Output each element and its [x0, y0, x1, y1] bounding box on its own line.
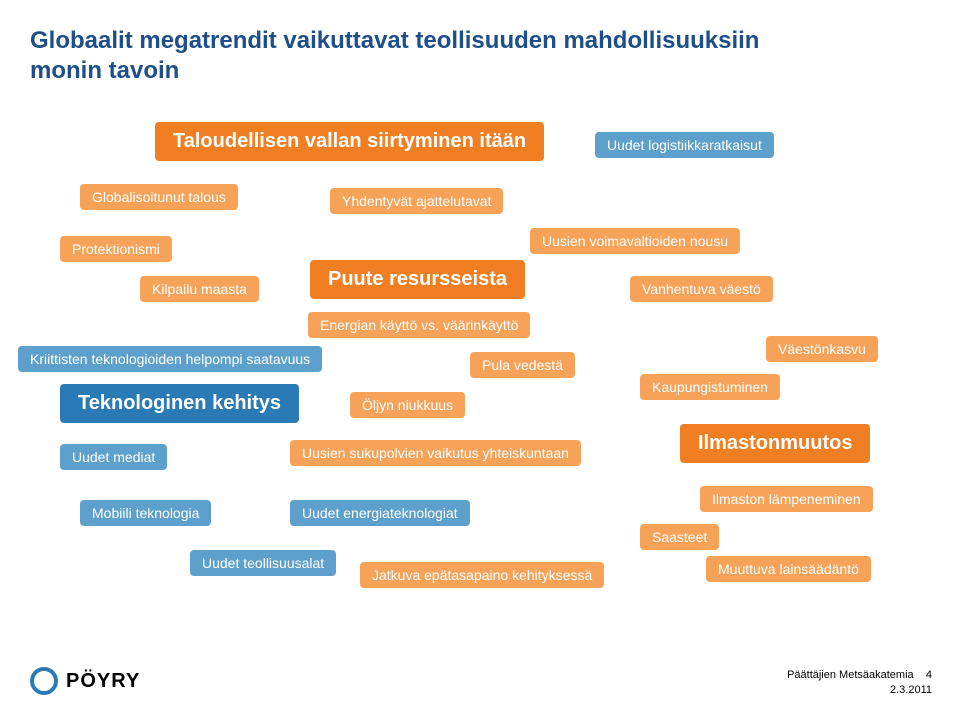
title-line2: monin tavoin [30, 57, 179, 84]
node-n16: Kaupungistuminen [640, 374, 780, 400]
footer-logo: PÖYRY [30, 667, 140, 695]
slide-title: Globaalit megatrendit vaikuttavat teolli… [30, 26, 759, 86]
node-n21: Uudet energiateknologiat [290, 500, 470, 526]
footer-date: 2.3.2011 [890, 684, 932, 696]
node-n7: Kilpailu maasta [140, 276, 259, 302]
slide: Globaalit megatrendit vaikuttavat teolli… [0, 0, 960, 711]
node-n26: Muuttuva lainsäädäntö [706, 556, 871, 582]
node-n13: Väestönkasvu [766, 336, 878, 362]
footer-line1: Päättäjien Metsäakatemia [787, 669, 914, 681]
node-n6: Uusien voimavaltioiden nousu [530, 228, 740, 254]
footer-page: 4 [926, 669, 932, 681]
node-n17: Uudet mediat [60, 444, 167, 470]
node-n1: Taloudellisen vallan siirtyminen itään [155, 122, 544, 161]
footer-meta: Päättäjien Metsäakatemia 4 2.3.2011 [787, 668, 932, 697]
node-n4: Yhdentyvät ajattelutavat [330, 188, 503, 214]
node-n12: Pula vedestä [470, 352, 575, 378]
poyry-ring-icon [30, 667, 58, 695]
node-n15: Öljyn niukkuus [350, 392, 465, 418]
node-n10: Energian käyttö vs. väärinkäyttö [308, 312, 530, 338]
node-n9: Vanhentuva väestö [630, 276, 773, 302]
node-n25: Jatkuva epätasapaino kehityksessä [360, 562, 604, 588]
poyry-wordmark: PÖYRY [66, 670, 140, 693]
node-n8: Puute resursseista [310, 260, 525, 299]
node-n18: Uusien sukupolvien vaikutus yhteiskuntaa… [290, 440, 581, 466]
node-n23: Saasteet [640, 524, 719, 550]
node-n2: Uudet logistiikkaratkaisut [595, 132, 774, 158]
title-line1: Globaalit megatrendit vaikuttavat teolli… [30, 27, 759, 54]
node-n24: Uudet teollisuusalat [190, 550, 336, 576]
node-n14: Teknologinen kehitys [60, 384, 299, 423]
node-n20: Mobiili teknologia [80, 500, 211, 526]
node-n3: Globalisoitunut talous [80, 184, 238, 210]
node-n19: Ilmastonmuutos [680, 424, 870, 463]
node-n5: Protektionismi [60, 236, 172, 262]
node-n11: Kriittisten teknologioiden helpompi saat… [18, 346, 322, 372]
node-n22: Ilmaston lämpeneminen [700, 486, 873, 512]
